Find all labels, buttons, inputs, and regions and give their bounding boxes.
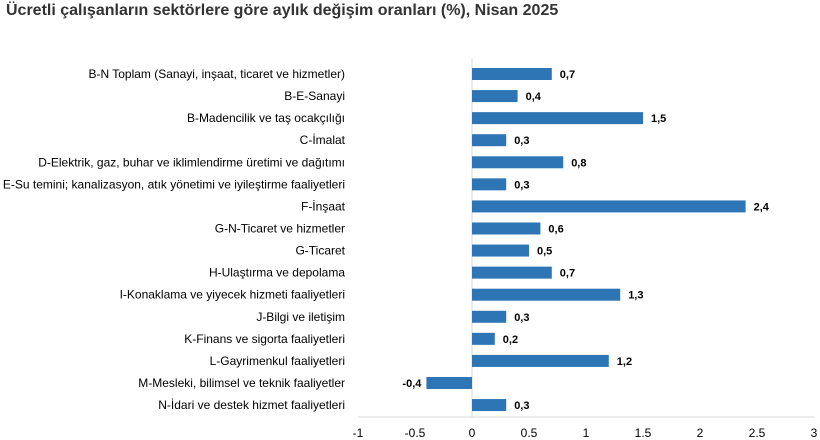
x-tick-label: 0 — [469, 426, 476, 440]
value-label: 0,3 — [514, 179, 529, 191]
value-label: 2,4 — [754, 201, 770, 213]
category-label: H-Ulaştırma ve depolama — [209, 266, 345, 280]
x-tick-label: -1 — [353, 426, 364, 440]
value-label: 1,5 — [651, 113, 666, 125]
category-label: M-Mesleki, bilimsel ve teknik faaliyetle… — [138, 376, 345, 390]
value-label: 0,7 — [560, 69, 575, 81]
bar — [472, 288, 621, 301]
x-tick-label: 0.5 — [521, 426, 538, 440]
category-label: G-Ticaret — [295, 244, 345, 258]
bar — [426, 376, 472, 389]
bar — [472, 332, 495, 345]
value-label: 0,3 — [514, 135, 529, 147]
value-label: 0,8 — [571, 157, 586, 169]
value-label: 0,4 — [526, 91, 542, 103]
value-label: 1,2 — [617, 356, 632, 368]
bar — [472, 200, 746, 213]
bar — [472, 68, 552, 80]
category-label: J-Bilgi ve iletişim — [256, 310, 345, 324]
chart-title: Ücretli çalışanların sektörlere göre ayl… — [6, 2, 559, 19]
bar — [472, 222, 541, 235]
x-tick-label: 2 — [697, 426, 704, 440]
category-label: L-Gayrimenkul faaliyetleri — [210, 354, 345, 368]
category-label: B-Madencilik ve taş ocakçılığı — [187, 111, 345, 125]
value-label: 0,5 — [537, 246, 552, 258]
category-label: G-N-Ticaret ve hizmetler — [215, 221, 345, 235]
bar — [472, 244, 529, 257]
category-label: K-Finans ve sigorta faaliyetleri — [184, 332, 345, 346]
x-tick-label: 1.5 — [635, 426, 652, 440]
category-label: I-Konaklama ve yiyecek hizmeti faaliyetl… — [120, 288, 345, 302]
x-tick-label: 1 — [583, 426, 590, 440]
bar — [472, 90, 518, 103]
bar — [472, 156, 564, 169]
category-label: B-N Toplam (Sanayi, inşaat, ticaret ve h… — [88, 67, 345, 81]
bar — [472, 399, 507, 412]
x-tick-label: -0.5 — [405, 426, 426, 440]
value-label: 0,6 — [548, 223, 563, 235]
category-label: D-Elektrik, gaz, buhar ve iklimlendirme … — [38, 155, 345, 169]
category-label: E-Su temini; kanalizasyon, atık yönetimi… — [3, 177, 345, 191]
category-label: C-İmalat — [300, 133, 346, 147]
category-label: N-İdari ve destek hizmet faaliyetleri — [158, 398, 345, 412]
bar — [472, 112, 643, 125]
category-label: B-E-Sanayi — [284, 89, 345, 103]
category-label: F-İnşaat — [301, 199, 346, 213]
value-label: 0,2 — [503, 334, 518, 346]
x-tick-label: 2.5 — [749, 426, 766, 440]
bar — [472, 310, 507, 323]
x-tick-label: 3 — [811, 426, 818, 440]
bar — [472, 178, 507, 191]
value-label: 0,3 — [514, 400, 529, 412]
bar — [472, 266, 552, 279]
bar — [472, 354, 609, 367]
bar — [472, 134, 507, 147]
value-label: -0,4 — [402, 378, 422, 390]
value-label: 1,3 — [628, 290, 643, 302]
value-label: 0,7 — [560, 268, 575, 280]
value-label: 0,3 — [514, 312, 529, 324]
